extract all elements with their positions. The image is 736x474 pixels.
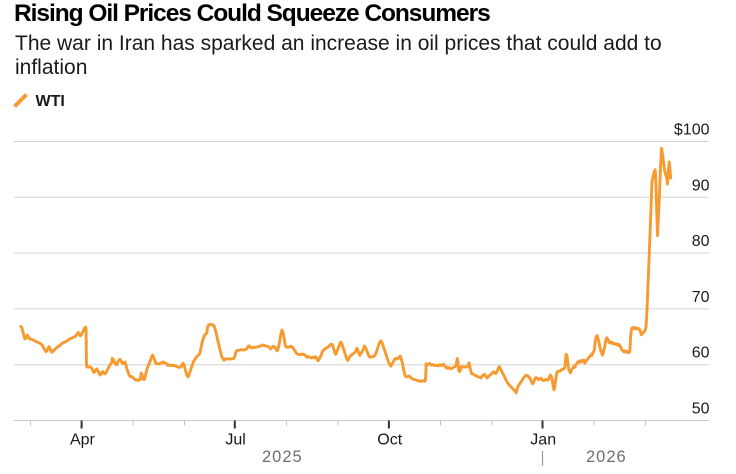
svg-text:80: 80 <box>692 233 710 250</box>
svg-text:Jul: Jul <box>225 431 245 448</box>
svg-text:$100: $100 <box>674 122 710 139</box>
svg-text:90: 90 <box>692 177 710 194</box>
svg-text:60: 60 <box>692 345 710 362</box>
svg-text:70: 70 <box>692 289 710 306</box>
svg-text:Apr: Apr <box>70 431 96 448</box>
svg-text:Jan: Jan <box>530 431 556 448</box>
svg-text:Oct: Oct <box>377 431 402 448</box>
svg-text:50: 50 <box>692 401 710 418</box>
